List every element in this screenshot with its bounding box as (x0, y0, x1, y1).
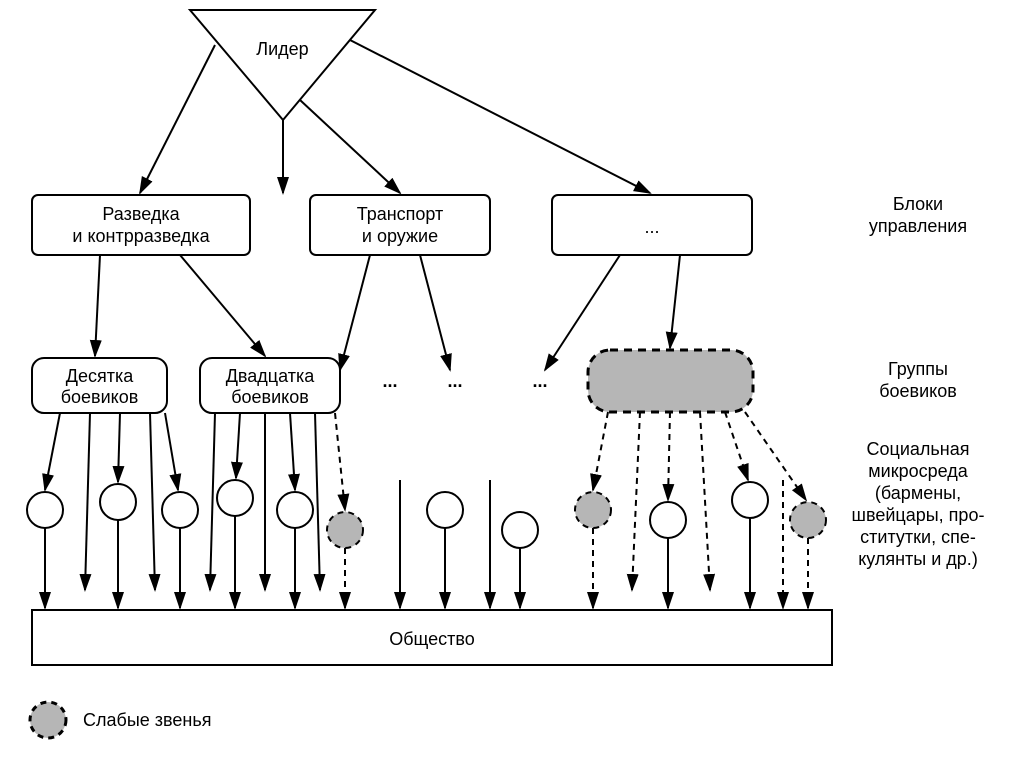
micro-circle (502, 512, 538, 548)
svg-text:...: ... (382, 371, 397, 391)
micro-circle (732, 482, 768, 518)
micro-circle (217, 480, 253, 516)
svg-text:Социальная: Социальная (867, 439, 970, 459)
svg-text:боевиков: боевиков (879, 381, 957, 401)
legend-weak-icon (30, 702, 66, 738)
leader-node (190, 10, 375, 120)
weak-circle (327, 512, 363, 548)
svg-text:и оружие: и оружие (362, 226, 438, 246)
micro-circle (100, 484, 136, 520)
svg-text:...: ... (532, 371, 547, 391)
weak-circle (575, 492, 611, 528)
svg-text:микросреда: микросреда (868, 461, 968, 481)
micro-circle (427, 492, 463, 528)
svg-text:боевиков: боевиков (61, 387, 139, 407)
micro-circle (27, 492, 63, 528)
svg-text:Десятка: Десятка (66, 366, 134, 386)
svg-text:Транспорт: Транспорт (357, 204, 444, 224)
org-diagram: Лидер Разведкаи контрразведка Транспорти о… (0, 0, 1024, 767)
svg-text:кулянты и др.): кулянты и др.) (858, 549, 978, 569)
svg-text:ститутки, спе-: ститутки, спе- (860, 527, 976, 547)
micro-circle (650, 502, 686, 538)
svg-text:Группы: Группы (888, 359, 948, 379)
micro-circle (162, 492, 198, 528)
weak-group-node (588, 350, 753, 412)
svg-text:(бармены,: (бармены, (875, 483, 961, 503)
svg-text:...: ... (447, 371, 462, 391)
svg-text:швейцары, про-: швейцары, про- (852, 505, 985, 525)
svg-text:Слабые звенья: Слабые звенья (83, 710, 211, 730)
micro-circle (277, 492, 313, 528)
svg-text:боевиков: боевиков (231, 387, 309, 407)
svg-text:Блоки: Блоки (893, 194, 943, 214)
svg-text:...: ... (644, 217, 659, 237)
weak-circle (790, 502, 826, 538)
svg-text:Разведка: Разведка (102, 204, 180, 224)
svg-text:Лидер: Лидер (256, 39, 308, 59)
svg-text:управления: управления (869, 216, 967, 236)
svg-text:и контрразведка: и контрразведка (72, 226, 210, 246)
svg-text:Двадцатка: Двадцатка (226, 366, 316, 386)
svg-text:Общество: Общество (389, 629, 475, 649)
